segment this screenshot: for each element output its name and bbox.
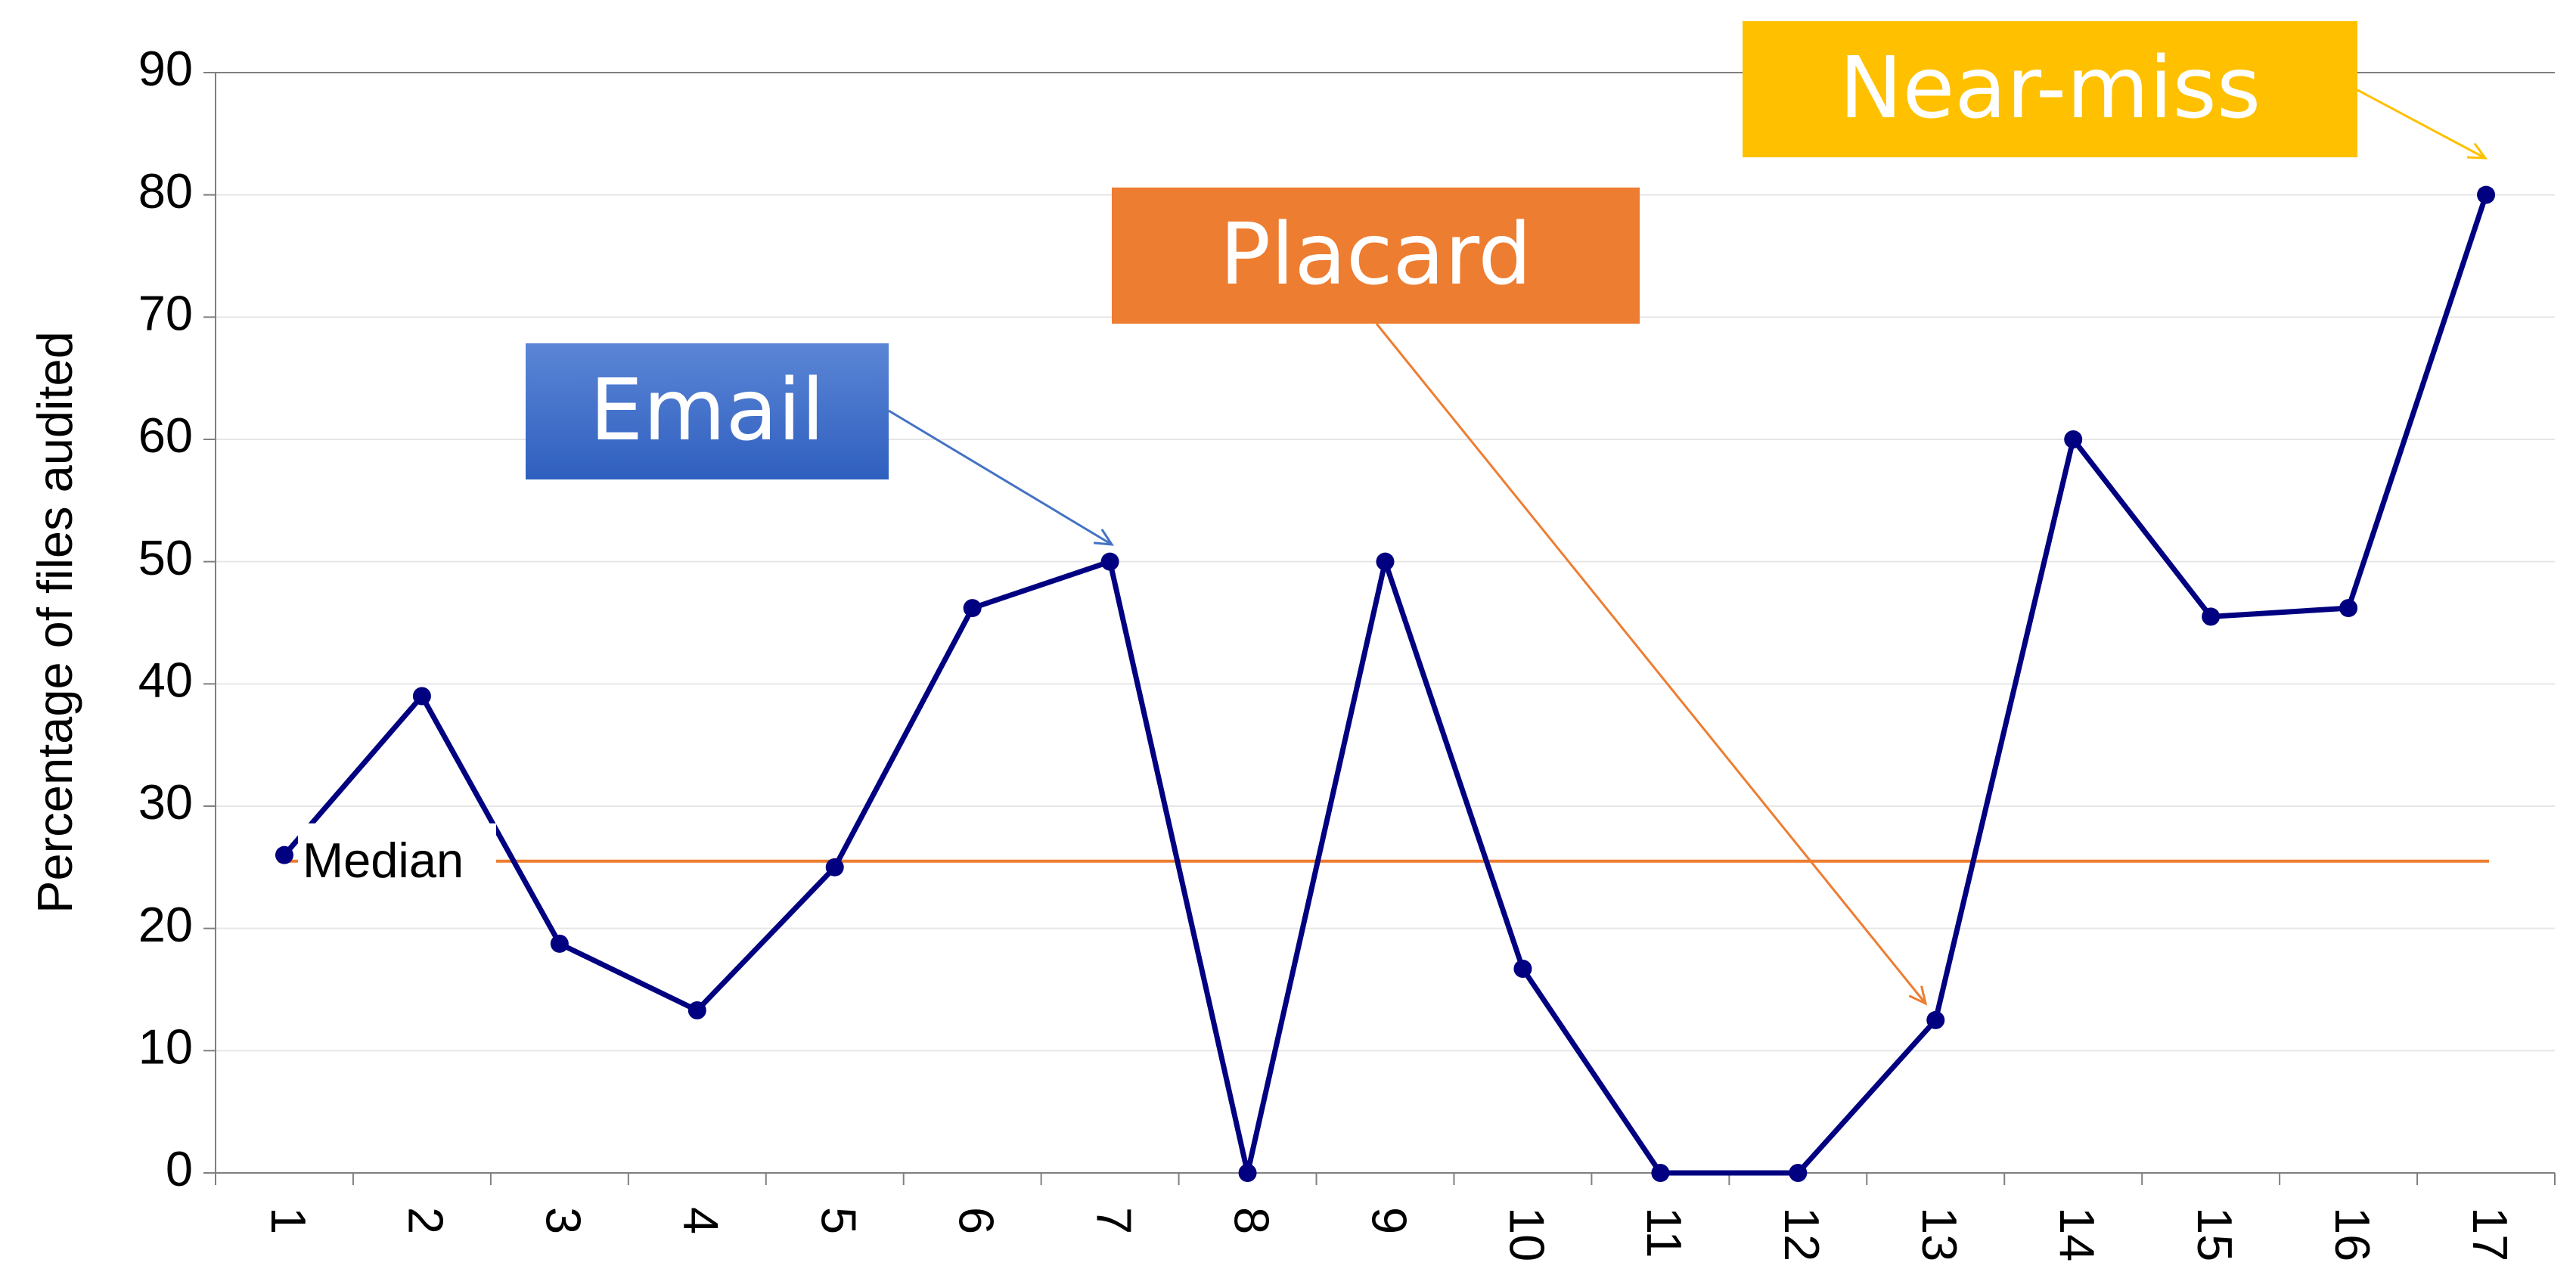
data-point — [550, 934, 569, 953]
x-tick-label: 9 — [1361, 1207, 1417, 1234]
x-tick-label: 3 — [536, 1207, 591, 1234]
data-point — [687, 1001, 706, 1019]
x-tick-label: 15 — [2187, 1207, 2242, 1261]
y-tick-label: 90 — [138, 41, 193, 96]
data-point — [1238, 1164, 1257, 1182]
data-point — [275, 845, 293, 864]
data-point — [1651, 1164, 1670, 1182]
data-point — [1376, 552, 1395, 571]
y-axis-label: Percentage of files audited — [27, 331, 82, 914]
x-tick-label: 16 — [2325, 1207, 2380, 1261]
x-tick-label: 2 — [399, 1207, 454, 1234]
x-tick-label: 17 — [2463, 1207, 2518, 1261]
x-tick-label: 11 — [1637, 1207, 1692, 1258]
data-point — [825, 858, 844, 876]
data-point — [963, 599, 982, 618]
annotation-box — [526, 343, 889, 479]
x-tick-label: 13 — [1912, 1207, 1967, 1261]
annotation-arrowhead — [1908, 985, 1928, 1006]
x-tick-label: 7 — [1086, 1207, 1141, 1234]
annotation-box — [1112, 188, 1640, 324]
median-label: Median — [303, 833, 464, 888]
x-tick-label: 1 — [261, 1207, 316, 1234]
data-point — [2477, 185, 2496, 204]
x-tick-label: 8 — [1224, 1207, 1279, 1234]
annotation-box — [1743, 21, 2357, 157]
annotation-text: Email — [590, 361, 825, 460]
y-tick-label: 80 — [138, 163, 193, 219]
data-point — [1926, 1010, 1945, 1029]
data-point — [2064, 430, 2083, 448]
annotation-arrow — [2357, 88, 2486, 160]
x-tick-label: 5 — [812, 1207, 867, 1234]
data-point — [1100, 552, 1119, 571]
annotation-text: Placard — [1220, 206, 1532, 304]
data-point — [412, 687, 431, 706]
x-tick-label: 12 — [1774, 1207, 1830, 1261]
annotation-arrow — [888, 409, 1113, 546]
y-tick-label: 30 — [138, 774, 193, 830]
data-point — [1789, 1164, 1808, 1182]
y-tick-label: 20 — [138, 897, 193, 952]
x-tick-label: 14 — [2050, 1207, 2105, 1261]
y-tick-label: 60 — [138, 408, 193, 463]
x-tick-label: 10 — [1499, 1207, 1554, 1261]
x-tick-label: 6 — [949, 1207, 1004, 1234]
y-tick-label: 0 — [166, 1141, 193, 1196]
y-tick-label: 50 — [138, 530, 193, 585]
annotation-arrow — [1375, 323, 1927, 1004]
y-tick-label: 40 — [138, 653, 193, 708]
data-point — [1513, 960, 1532, 979]
data-point — [2202, 607, 2221, 626]
annotation-arrowhead — [2466, 142, 2488, 160]
annotation-text: Near-miss — [1839, 39, 2261, 138]
data-point — [2339, 599, 2358, 618]
y-tick-label: 70 — [138, 286, 193, 341]
annotation-arrowhead — [1093, 529, 1114, 546]
x-tick-label: 4 — [674, 1207, 729, 1234]
y-tick-label: 10 — [138, 1019, 193, 1075]
median-label-bg — [297, 823, 496, 899]
